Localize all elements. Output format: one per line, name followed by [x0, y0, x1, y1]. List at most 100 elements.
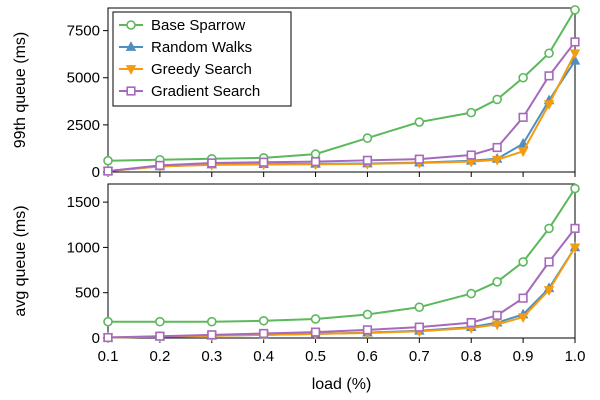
data-point — [491, 155, 503, 166]
data-point — [103, 166, 113, 176]
y-tick-label: 2500 — [67, 117, 100, 134]
data-point — [414, 302, 425, 313]
legend-entry: Base Sparrow — [119, 17, 245, 34]
data-point — [466, 288, 477, 299]
legend-entry: Random Walks — [119, 39, 252, 56]
data-point — [569, 243, 581, 254]
data-point — [155, 331, 165, 341]
data-point — [310, 314, 321, 324]
data-point — [310, 149, 321, 159]
data-point — [207, 330, 217, 340]
x-tick-label: 0.9 — [513, 348, 534, 365]
data-point — [103, 316, 113, 327]
series-line — [107, 9, 576, 162]
data-point — [544, 71, 554, 81]
data-point — [362, 133, 373, 143]
legend: Base Sparrow Random Walks Greedy Search Gra… — [112, 11, 292, 107]
data-point — [155, 316, 165, 327]
series-random-walks — [102, 241, 581, 342]
data-point — [569, 49, 581, 60]
data-point — [362, 309, 373, 320]
y-tick-label: 0 — [92, 164, 100, 181]
data-point — [492, 277, 502, 287]
data-point — [544, 257, 554, 267]
x-tick-label: 0.8 — [461, 348, 482, 365]
series-line — [107, 246, 576, 339]
data-point — [258, 315, 269, 326]
series-line — [108, 187, 576, 323]
legend-swatch-marker — [125, 65, 137, 75]
data-point — [570, 183, 580, 194]
data-point — [155, 160, 165, 171]
data-point — [544, 48, 554, 59]
data-point — [310, 157, 321, 167]
data-point — [570, 37, 580, 47]
series-gradient-search — [103, 223, 580, 343]
legend-label: Greedy Search — [151, 61, 252, 78]
data-point — [492, 142, 502, 153]
data-point — [543, 100, 555, 110]
series-greedy-search — [102, 243, 581, 344]
data-point — [518, 257, 528, 267]
data-point — [466, 150, 476, 160]
data-point — [207, 158, 217, 168]
data-point — [491, 320, 503, 331]
x-tick-label: 0.1 — [98, 348, 119, 365]
chart-panel-1: 0 2500 5000 7500 99th queue (ms) Base Sparrow… — [12, 5, 581, 181]
chart-panel-2: 0 500 1000 1500 0.1 0.2 0.3 0.4 0.5 0.6 0.7 0.8 0.9 1… — [12, 183, 585, 365]
data-point — [518, 293, 528, 303]
y-tick-label: 1000 — [67, 239, 100, 256]
series-line — [107, 41, 576, 173]
x-tick-label: 0.4 — [253, 348, 274, 365]
y-axis-label: 99th queue (ms) — [12, 32, 29, 149]
legend-label: Base Sparrow — [151, 17, 245, 34]
x-tick-label: 0.3 — [201, 348, 222, 365]
data-point — [103, 332, 113, 343]
data-point — [362, 155, 373, 165]
data-point — [570, 223, 580, 233]
data-point — [103, 155, 113, 166]
legend-label: Random Walks — [151, 39, 252, 56]
series-gradient-search — [103, 37, 580, 176]
y-tick-label: 7500 — [67, 23, 100, 40]
legend-swatch-marker — [126, 20, 136, 30]
legend-label: Gradient Search — [151, 83, 260, 100]
y-tick-label: 500 — [75, 285, 100, 302]
data-point — [517, 147, 529, 158]
data-point — [414, 154, 424, 164]
legend-swatch-marker — [125, 41, 137, 51]
data-point — [570, 5, 580, 15]
x-tick-label: 0.5 — [305, 348, 326, 365]
y-axis-label: avg queue (ms) — [12, 205, 29, 316]
y-tick-label: 0 — [92, 330, 100, 347]
data-point — [362, 325, 373, 335]
series-line — [107, 227, 576, 339]
x-tick-label: 0.2 — [149, 348, 170, 365]
data-point — [518, 112, 528, 122]
plot-frame — [107, 183, 576, 339]
data-point — [569, 54, 581, 65]
series-line — [107, 52, 576, 173]
series-base-sparrow — [103, 183, 580, 327]
x-tick-label: 0.7 — [409, 348, 430, 365]
legend-entry: Greedy Search — [119, 61, 252, 78]
plot-frame — [107, 7, 576, 173]
x-axis-label: load (%) — [312, 376, 372, 393]
y-tick-label: 1500 — [67, 194, 100, 211]
x-axis-label-layer: load (%) — [312, 376, 372, 393]
data-point — [414, 117, 425, 127]
data-point — [517, 313, 529, 324]
data-point — [518, 72, 528, 83]
x-tick-label: 0.6 — [357, 348, 378, 365]
data-point — [310, 327, 321, 337]
series-line — [107, 246, 576, 339]
legend-swatch-marker — [126, 86, 136, 96]
data-point — [259, 328, 269, 339]
data-point — [492, 94, 502, 105]
legend-entry: Gradient Search — [119, 83, 260, 100]
data-point — [414, 322, 424, 332]
y-tick-label: 5000 — [67, 70, 100, 87]
data-point — [206, 316, 217, 327]
